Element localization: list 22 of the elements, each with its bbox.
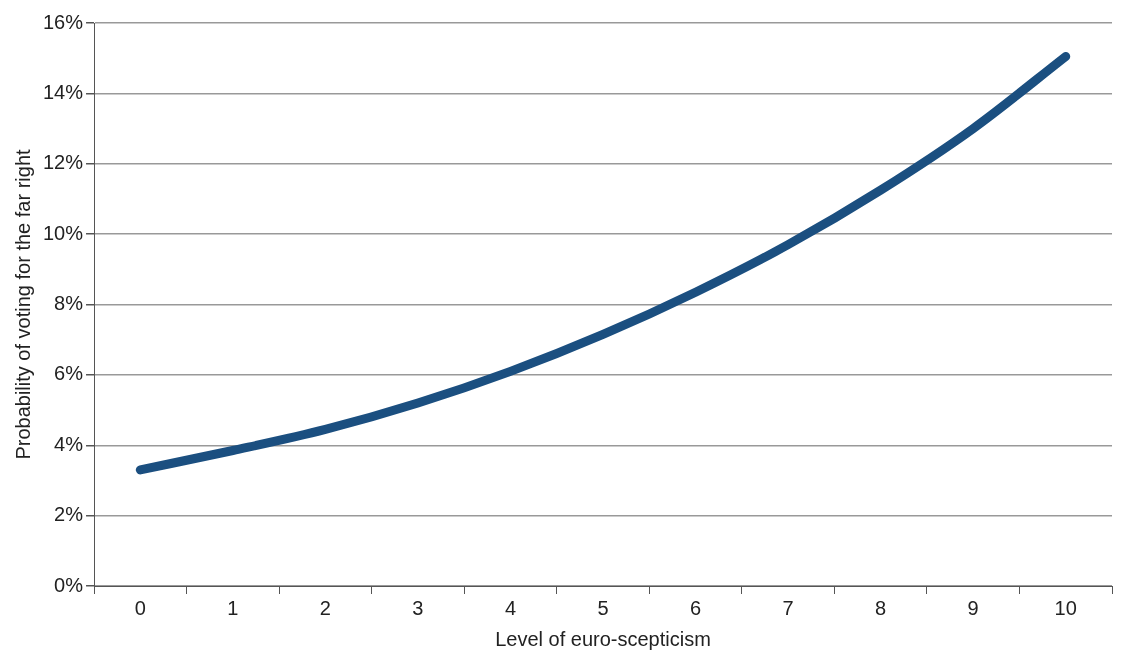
x-tick-label: 10 xyxy=(1054,596,1077,619)
x-tick-label: 8 xyxy=(875,596,887,619)
y-tick-label: 8% xyxy=(54,292,84,315)
y-tick-label: 14% xyxy=(43,80,84,103)
y-tick-label: 16% xyxy=(43,10,84,33)
y-axis-title: Probability of voting for the far right xyxy=(11,148,34,460)
x-tick-label: 0 xyxy=(134,596,146,619)
x-tick-label: 9 xyxy=(967,596,979,619)
x-tick-label: 5 xyxy=(597,596,609,619)
x-tick-label: 1 xyxy=(227,596,239,619)
y-tick-label: 12% xyxy=(43,151,84,174)
x-tick-label: 7 xyxy=(782,596,794,619)
y-tick-label: 10% xyxy=(43,221,84,244)
y-tick-label: 0% xyxy=(54,573,84,596)
y-tick-label: 6% xyxy=(54,362,84,385)
y-tick-label: 2% xyxy=(54,503,84,526)
x-tick-label: 3 xyxy=(412,596,424,619)
x-tick-label: 6 xyxy=(689,596,702,619)
x-tick-label: 4 xyxy=(504,596,517,619)
x-axis-title: Level of euro-scepticism xyxy=(495,627,711,650)
x-tick-label: 2 xyxy=(319,596,331,619)
y-tick-label: 4% xyxy=(54,432,84,455)
